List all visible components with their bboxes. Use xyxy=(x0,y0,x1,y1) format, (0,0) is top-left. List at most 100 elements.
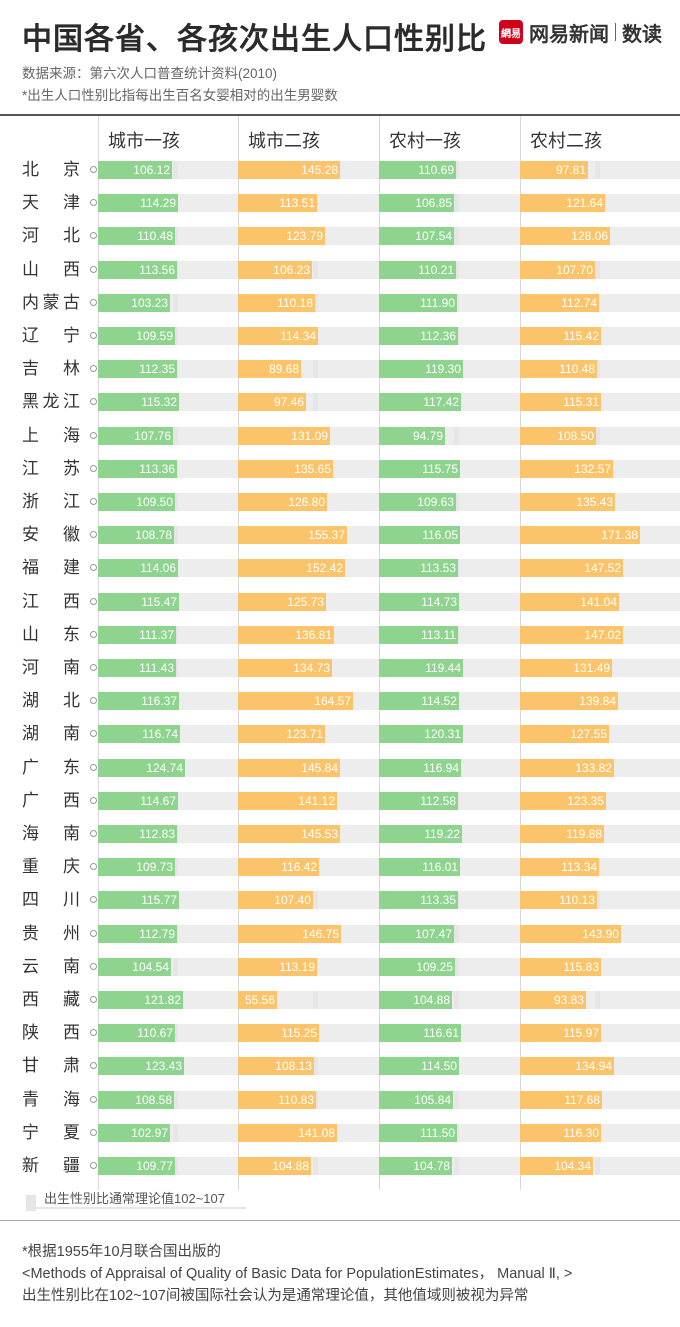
column-header: 城市二孩 xyxy=(248,131,320,151)
legend-label: 出生性别比通常理论值102~107 xyxy=(44,1191,225,1206)
bar-value-label: 113.11 xyxy=(421,628,456,642)
reference-range-marker xyxy=(595,261,600,279)
bar xyxy=(379,161,456,179)
bar-value-label: 171.38 xyxy=(601,528,638,542)
bar xyxy=(520,858,599,876)
bar xyxy=(520,1024,601,1042)
bar-value-label: 103.23 xyxy=(131,296,168,310)
bar xyxy=(379,194,454,212)
bar-value-label: 115.75 xyxy=(422,462,458,476)
bar xyxy=(520,393,601,411)
bar xyxy=(520,958,601,976)
bar xyxy=(238,327,318,345)
row-marker-icon xyxy=(90,398,97,405)
bar xyxy=(520,626,623,644)
bar-value-label: 143.90 xyxy=(582,927,619,941)
row-marker-icon xyxy=(90,996,97,1003)
brand-name: 网易新闻 xyxy=(529,23,609,46)
bar xyxy=(520,327,601,345)
bar xyxy=(520,493,615,511)
bar-value-label: 113.56 xyxy=(139,263,175,277)
bar-value-label: 124.74 xyxy=(146,761,183,775)
bar xyxy=(98,559,178,577)
bar xyxy=(520,227,610,245)
province-label: 山 西 xyxy=(22,260,80,279)
reference-range-marker xyxy=(313,360,318,378)
bar-value-label: 104.34 xyxy=(554,1159,591,1173)
province-label: 河 南 xyxy=(22,658,80,677)
bar-value-label: 109.77 xyxy=(136,1159,173,1173)
bar-value-label: 114.06 xyxy=(140,561,176,575)
bar xyxy=(238,692,353,710)
province-label: 浙 江 xyxy=(22,492,80,511)
bar-value-label: 113.53 xyxy=(420,561,456,575)
province-label: 湖 南 xyxy=(22,724,80,743)
bar-value-label: 104.88 xyxy=(272,1159,309,1173)
bar-value-label: 107.40 xyxy=(274,893,311,907)
bar xyxy=(98,991,183,1009)
bar xyxy=(98,227,175,245)
row-marker-icon xyxy=(90,1162,97,1169)
bar-value-label: 119.88 xyxy=(566,827,602,841)
bar-value-label: 109.59 xyxy=(136,329,173,343)
bar xyxy=(520,991,586,1009)
bar-value-label: 121.64 xyxy=(566,196,603,210)
bar xyxy=(379,1157,452,1175)
bar xyxy=(98,493,175,511)
province-label: 内蒙古 xyxy=(22,293,80,312)
bar-value-label: 116.94 xyxy=(423,761,459,775)
bar-value-label: 110.18 xyxy=(277,296,313,310)
province-label: 江 苏 xyxy=(22,459,80,478)
bar-value-label: 117.68 xyxy=(564,1093,600,1107)
legend-swatch xyxy=(26,1195,36,1211)
definition-note: *出生人口性别比指每出生百名女婴相对的出生男婴数 xyxy=(22,88,338,103)
reference-range-marker xyxy=(595,427,600,445)
reference-range-marker xyxy=(595,360,600,378)
bar-value-label: 97.81 xyxy=(555,163,586,177)
bar-value-label: 114.34 xyxy=(280,329,316,343)
bar xyxy=(379,858,460,876)
bar-value-label: 134.94 xyxy=(575,1059,612,1073)
bar-value-label: 106.23 xyxy=(273,263,310,277)
bar xyxy=(379,427,445,445)
reference-range-marker xyxy=(454,427,459,445)
bar-value-label: 115.42 xyxy=(563,329,599,343)
bar-value-label: 115.25 xyxy=(281,1026,317,1040)
bar-value-label: 147.52 xyxy=(584,561,621,575)
bar-value-label: 135.65 xyxy=(294,462,331,476)
bar-value-label: 94.79 xyxy=(412,429,443,443)
bar-value-label: 110.48 xyxy=(137,229,173,243)
bar-value-label: 55.56 xyxy=(244,993,275,1007)
bar-value-label: 115.77 xyxy=(141,893,177,907)
bar xyxy=(238,460,333,478)
bar xyxy=(98,759,185,777)
bar xyxy=(379,294,457,312)
reference-range-marker xyxy=(173,227,178,245)
bar-value-label: 115.32 xyxy=(141,395,177,409)
bar-value-label: 113.19 xyxy=(279,960,315,974)
row-marker-icon xyxy=(90,930,97,937)
row-marker-icon xyxy=(90,232,97,239)
reference-range-marker xyxy=(173,427,178,445)
bar xyxy=(379,792,458,810)
bar-value-label: 111.37 xyxy=(139,628,174,642)
row-marker-icon xyxy=(90,830,97,837)
bar-value-label: 116.37 xyxy=(141,694,177,708)
bar xyxy=(520,194,605,212)
province-label: 海 南 xyxy=(22,824,80,843)
province-label: 福 建 xyxy=(22,558,80,577)
column-divider xyxy=(98,116,99,1190)
bar-value-label: 116.42 xyxy=(281,860,317,874)
province-label: 吉 林 xyxy=(22,359,80,378)
bar-value-label: 114.67 xyxy=(140,794,176,808)
bar-value-label: 109.25 xyxy=(416,960,453,974)
bar-value-label: 107.76 xyxy=(134,429,171,443)
bar-value-label: 106.12 xyxy=(133,163,170,177)
bar-value-label: 119.22 xyxy=(424,827,460,841)
reference-range-marker xyxy=(313,1157,318,1175)
bar xyxy=(238,759,340,777)
province-label: 安 徽 xyxy=(22,525,80,544)
reference-range-marker xyxy=(454,194,459,212)
province-label: 上 海 xyxy=(22,426,80,445)
bar xyxy=(238,725,325,743)
